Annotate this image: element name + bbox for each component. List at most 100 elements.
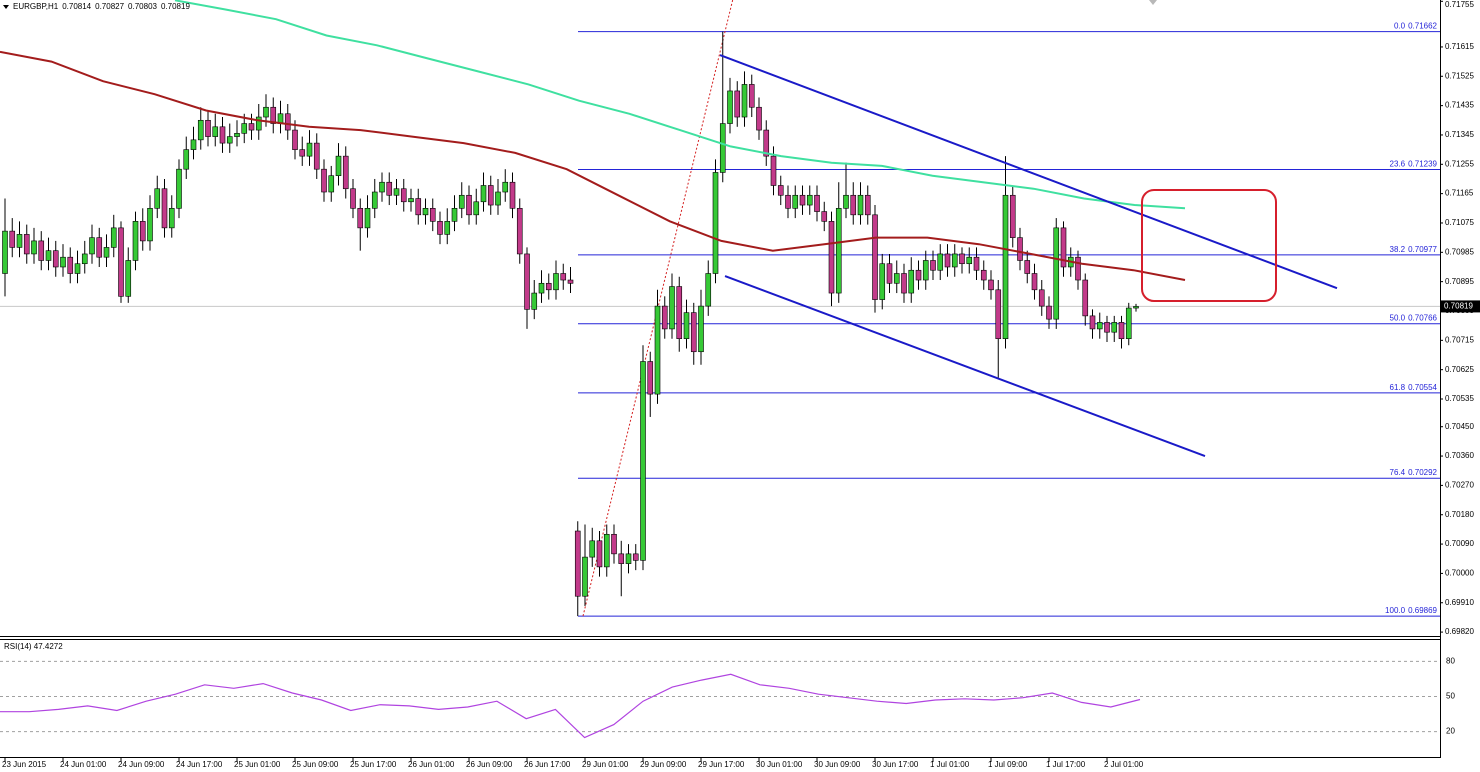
fib-ratio: 100.0 — [1385, 606, 1406, 615]
x-tick-label: 24 Jun 17:00 — [176, 760, 223, 769]
candle-body — [1104, 322, 1110, 333]
candle-body — [835, 208, 842, 294]
fib-label: 100.0 0.69869 — [1385, 606, 1438, 615]
candle-body — [879, 263, 886, 300]
fib-ratio: 38.2 — [1390, 245, 1406, 254]
y-tick-label: 0.71435 — [1445, 101, 1474, 110]
candle-body — [937, 253, 944, 271]
candle-body — [357, 208, 364, 229]
fib-ratio: 61.8 — [1390, 383, 1406, 392]
candle-body — [516, 208, 523, 255]
fib-price: 0.71662 — [1408, 22, 1437, 31]
candle-body — [988, 279, 994, 291]
x-tick-label: 1 Jul 01:00 — [930, 760, 970, 769]
x-tick-label: 29 Jun 01:00 — [582, 760, 629, 769]
ohlc-high: 0.70827 — [95, 2, 124, 11]
candle-body — [212, 126, 219, 137]
fib-price: 0.70292 — [1408, 468, 1437, 477]
candle-body — [792, 194, 799, 209]
candle-body — [1031, 273, 1038, 291]
trendline — [724, 275, 1206, 457]
menu-arrow[interactable] — [3, 5, 9, 9]
x-tick-label: 30 Jun 09:00 — [814, 760, 861, 769]
candle-body — [234, 133, 240, 137]
x-tick-label: 25 Jun 09:00 — [292, 760, 339, 769]
candle-body — [538, 282, 545, 294]
candle-body — [966, 256, 973, 265]
candle-body — [60, 256, 66, 268]
candle-body — [828, 221, 835, 294]
candle-body — [393, 188, 400, 196]
y-tick-label: 0.70895 — [1445, 277, 1474, 286]
candle-body — [574, 530, 581, 597]
candle-body — [734, 90, 741, 118]
candle-body — [2, 230, 8, 274]
candle-body — [299, 149, 306, 157]
candle-body — [864, 194, 871, 216]
candle-body — [306, 142, 313, 157]
candle-body — [763, 129, 770, 157]
candle-body — [437, 221, 443, 235]
x-tick-label: 30 Jun 17:00 — [872, 760, 919, 769]
candle-body — [284, 113, 291, 131]
price-box-label: 0.70819 — [1444, 302, 1473, 311]
fib-label: 23.6 0.71239 — [1390, 160, 1438, 169]
candle-body — [611, 533, 617, 555]
candle-body — [1017, 237, 1023, 261]
candle-body — [16, 234, 23, 248]
candle-body — [872, 214, 878, 300]
candle-body — [364, 208, 371, 229]
candle-body — [930, 260, 936, 271]
fib-price: 0.70766 — [1408, 314, 1437, 323]
highlight-box — [1141, 189, 1277, 302]
rsi-line — [0, 673, 1141, 739]
candle-body — [118, 227, 124, 297]
candle-body — [38, 240, 45, 261]
ohlc-low: 0.70803 — [128, 2, 157, 11]
candle-body — [147, 208, 153, 242]
y-tick-label: 0.70270 — [1445, 481, 1474, 490]
candle-body — [596, 540, 603, 568]
candle-body — [756, 106, 762, 131]
y-tick-label: 0.70535 — [1445, 394, 1474, 403]
candle-body — [1002, 194, 1009, 340]
candle-body — [741, 84, 748, 118]
candle-body — [922, 260, 929, 281]
x-tick-label: 24 Jun 01:00 — [60, 760, 107, 769]
y-tick-label: 0.70715 — [1445, 335, 1474, 344]
candle-body — [139, 221, 146, 242]
candle-body — [886, 263, 893, 284]
y-tick-label: 0.71255 — [1445, 159, 1474, 168]
fib-label: 61.8 0.70554 — [1390, 383, 1438, 392]
candle-body — [589, 540, 596, 558]
candle-body — [814, 194, 820, 212]
candle-body — [263, 106, 269, 118]
y-tick-label: 0.71615 — [1445, 42, 1474, 51]
fib-price: 0.70554 — [1408, 383, 1437, 392]
x-tick-label: 1 Jul 09:00 — [988, 760, 1028, 769]
candle-body — [1125, 307, 1132, 340]
candle-body — [944, 253, 951, 268]
candle-body — [226, 136, 233, 144]
fib-label: 38.2 0.70977 — [1390, 245, 1438, 254]
y-tick-label: 0.70625 — [1445, 365, 1474, 374]
rsi-title: RSI(14) 47.4272 — [4, 642, 63, 651]
candle-body — [908, 269, 915, 294]
candle-body — [502, 181, 509, 193]
fib-label: 0.0 0.71662 — [1394, 22, 1438, 31]
symbol-header: EURGBP,H1 0.70814 0.70827 0.70803 0.70819 — [13, 2, 190, 11]
candle-body — [321, 168, 327, 193]
candle-body — [429, 208, 436, 222]
y-tick-label: 0.71165 — [1445, 189, 1474, 198]
candle-body — [473, 201, 480, 216]
candle-body — [168, 208, 175, 229]
fib-ratio: 23.6 — [1390, 160, 1406, 169]
candle-body — [705, 273, 712, 307]
rsi-tick-label: 80 — [1446, 657, 1455, 666]
candle-body — [1009, 194, 1016, 238]
candle-body — [451, 208, 458, 222]
x-tick-label: 26 Jun 01:00 — [408, 760, 455, 769]
x-tick-label: 25 Jun 17:00 — [350, 760, 397, 769]
candle-body — [31, 240, 37, 255]
